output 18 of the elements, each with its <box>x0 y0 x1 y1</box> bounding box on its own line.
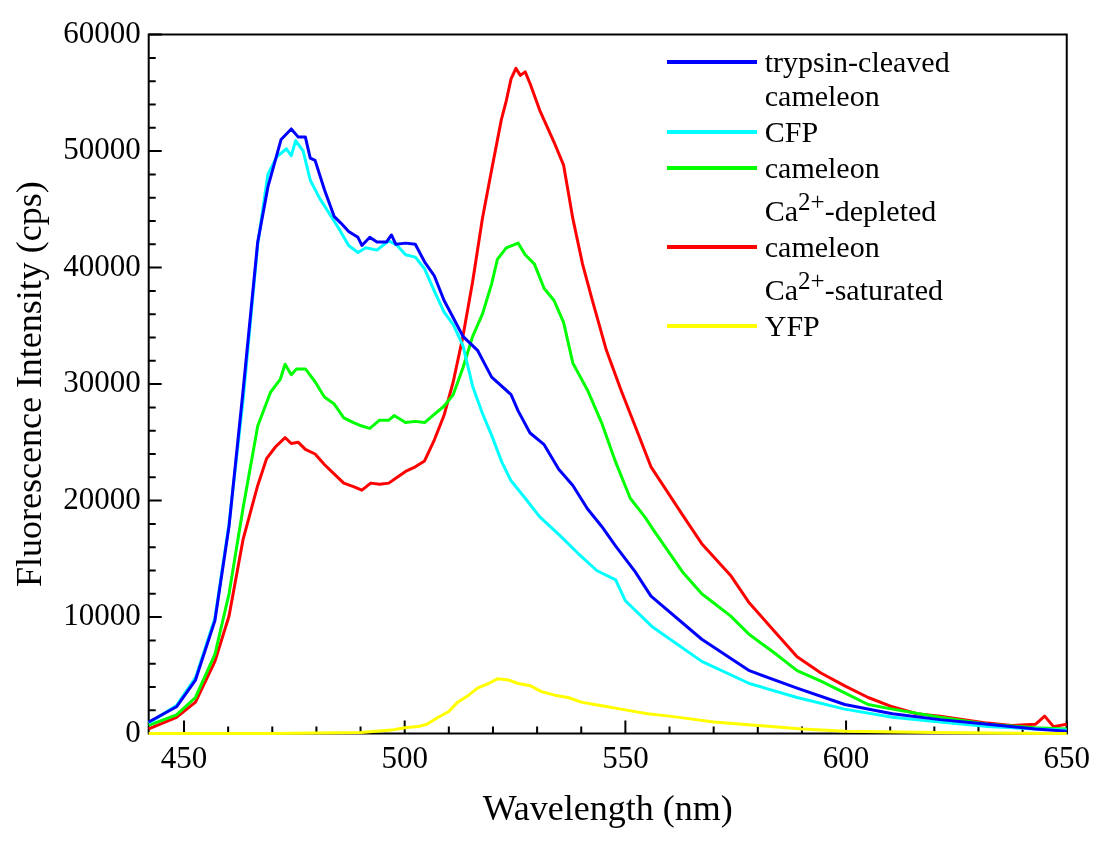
x-tick-label: 600 <box>822 740 870 776</box>
x-tick-label: 500 <box>381 740 428 776</box>
x-tick-label: 650 <box>1043 740 1090 776</box>
y-tick-label: 60000 <box>63 14 141 50</box>
legend-label: trypsin-cleaved cameleon <box>764 44 950 112</box>
y-tick-label: 30000 <box>63 364 141 400</box>
y-tick-label: 40000 <box>63 247 141 283</box>
x-tick-label: 550 <box>602 740 649 776</box>
y-tick-label: 50000 <box>63 131 141 167</box>
y-axis-title: Fluorescence Intensity (cps) <box>9 181 50 588</box>
y-tick-label: 10000 <box>63 597 141 633</box>
y-tick-label: 0 <box>125 713 141 749</box>
x-axis-title: Wavelength (nm) <box>482 787 733 828</box>
x-tick-label: 450 <box>160 740 208 776</box>
legend-label: YFP <box>764 308 820 342</box>
y-tick-label: 20000 <box>63 480 141 516</box>
legend-label: CFP <box>764 114 819 148</box>
legend-label: cameleon Ca$^{2+}$-saturated <box>764 229 943 306</box>
